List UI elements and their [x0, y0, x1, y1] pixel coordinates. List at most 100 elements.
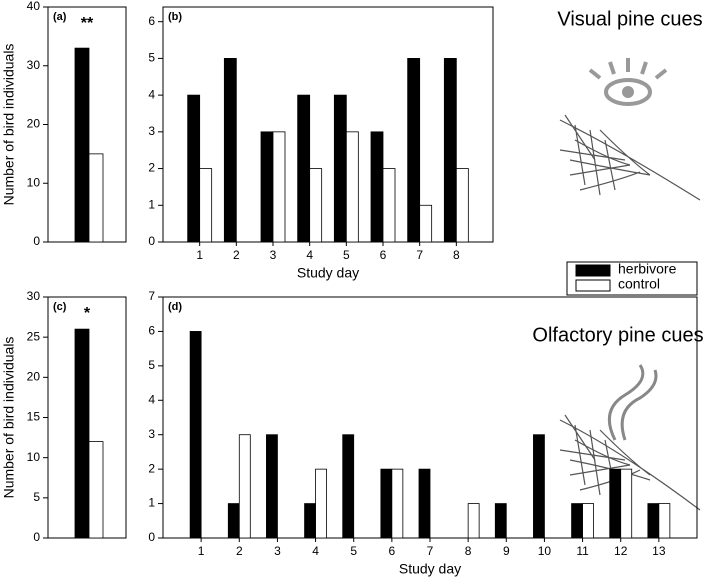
x-tick-label: 8 — [453, 248, 460, 262]
y-tick-label: 0 — [33, 234, 40, 248]
y-tick-label: 0 — [33, 530, 40, 544]
y-tick-label: 4 — [148, 392, 155, 406]
y-tick-label: 6 — [148, 14, 155, 28]
y-tick-label: 20 — [27, 370, 41, 384]
bar — [407, 58, 421, 243]
panel-label: (a) — [53, 11, 67, 23]
bar — [647, 503, 660, 539]
side-label: Visual pine cues — [557, 8, 702, 30]
x-tick-label: 8 — [465, 544, 472, 558]
bar — [187, 94, 201, 243]
x-tick-label: 9 — [503, 544, 510, 558]
x-axis-label: Study day — [399, 561, 461, 577]
x-tick-label: 6 — [380, 248, 387, 262]
x-tick-label: 7 — [427, 544, 434, 558]
y-tick-label: 5 — [33, 490, 40, 504]
bar — [342, 434, 355, 539]
y-tick-label: 10 — [27, 175, 41, 189]
bar — [189, 331, 202, 539]
x-tick-label: 6 — [389, 544, 396, 558]
y-tick-label: 1 — [148, 496, 155, 510]
y-tick-label: 4 — [148, 87, 155, 101]
bar — [199, 168, 213, 243]
x-axis-label: Study day — [297, 265, 359, 281]
x-tick-label: 12 — [614, 544, 628, 558]
y-tick-label: 15 — [27, 410, 41, 424]
pine-illustration — [559, 58, 701, 511]
x-tick-label: 13 — [652, 544, 666, 558]
x-tick-label: 4 — [312, 544, 319, 558]
bar — [443, 58, 457, 243]
bar — [309, 168, 323, 243]
legend-label: herbivore — [618, 261, 677, 277]
y-tick-label: 3 — [148, 427, 155, 441]
bar — [297, 94, 311, 243]
bar — [620, 468, 633, 539]
y-tick-label: 20 — [27, 117, 41, 131]
panel-label: (b) — [168, 11, 182, 23]
bar — [74, 47, 90, 243]
x-tick-label: 5 — [343, 248, 350, 262]
y-tick-label: 30 — [27, 58, 41, 72]
bar — [345, 131, 359, 243]
bar — [609, 468, 622, 539]
plot-frame — [162, 6, 494, 243]
x-tick-label: 2 — [236, 544, 243, 558]
bar — [571, 503, 583, 539]
bar — [227, 503, 240, 539]
y-axis-label: Number of bird individuals — [1, 44, 17, 206]
legend-swatch — [575, 264, 611, 277]
bar — [74, 328, 90, 539]
bar — [223, 58, 237, 243]
bar — [582, 503, 594, 539]
bar — [370, 131, 384, 243]
x-tick-label: 7 — [416, 248, 423, 262]
y-tick-label: 40 — [27, 0, 41, 13]
bar — [382, 168, 396, 243]
x-tick-label: 3 — [270, 248, 277, 262]
bar — [88, 441, 104, 539]
bar — [333, 94, 347, 243]
annotation: * — [84, 305, 91, 322]
y-tick-label: 5 — [148, 51, 155, 65]
bar — [380, 468, 393, 539]
x-tick-label: 1 — [198, 544, 205, 558]
y-tick-label: 6 — [148, 324, 155, 338]
y-tick-label: 0 — [148, 234, 155, 248]
x-tick-label: 11 — [576, 544, 589, 558]
bar — [315, 468, 327, 539]
bar — [88, 153, 104, 243]
legend-label: control — [618, 276, 660, 292]
y-tick-label: 0 — [148, 530, 155, 544]
y-tick-label: 25 — [27, 329, 41, 343]
y-axis-label: Number of bird individuals — [1, 337, 17, 499]
y-tick-label: 3 — [148, 124, 155, 138]
y-tick-label: 1 — [148, 197, 155, 211]
bar — [304, 503, 316, 539]
annotation: ** — [81, 15, 94, 32]
legend-swatch — [575, 279, 611, 292]
y-tick-label: 2 — [148, 461, 155, 475]
bar — [419, 204, 433, 243]
side-label: Olfactory pine cues — [532, 324, 703, 346]
bar — [266, 434, 278, 539]
y-tick-label: 30 — [27, 289, 41, 303]
bar — [238, 434, 251, 539]
panel-label: (d) — [168, 301, 182, 313]
x-tick-label: 1 — [196, 248, 203, 262]
bar — [391, 468, 404, 539]
panel-label: (c) — [53, 301, 67, 313]
y-tick-label: 2 — [148, 161, 155, 175]
y-tick-label: 10 — [27, 450, 41, 464]
bar — [272, 131, 286, 243]
x-tick-label: 3 — [274, 544, 281, 558]
bar — [260, 131, 274, 243]
bar — [533, 434, 545, 539]
bar — [658, 503, 671, 539]
x-tick-label: 4 — [306, 248, 313, 262]
y-tick-label: 7 — [148, 289, 155, 303]
x-tick-label: 5 — [350, 544, 357, 558]
bar — [455, 168, 469, 243]
bar — [494, 503, 507, 539]
